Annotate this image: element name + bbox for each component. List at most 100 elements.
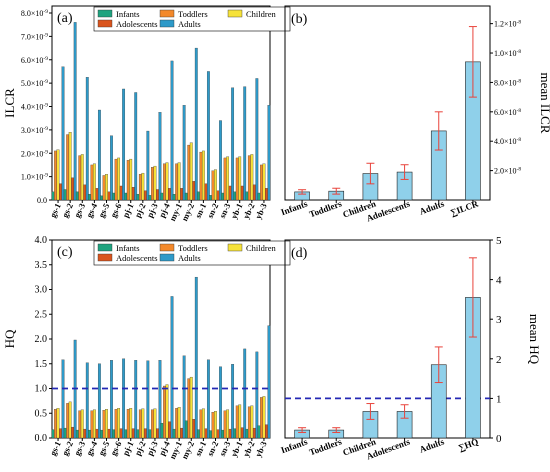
bar-toddlers-gs-6 — [114, 158, 118, 201]
bar-children-gs-3 — [80, 409, 84, 439]
bar-adolescents-pj-1 — [131, 186, 135, 201]
bar-adolescents-pj-3 — [156, 428, 159, 439]
bar-infants-sn-2 — [209, 195, 212, 201]
bar-toddlers-my-1 — [175, 163, 179, 201]
bar-toddlers-sn-1 — [199, 151, 203, 201]
bar-infants-yb-3 — [257, 192, 261, 201]
bar-adults-pj-3 — [158, 360, 162, 439]
bar-toddlers-sn-1 — [199, 409, 203, 439]
bar-adults-sn-1 — [206, 71, 210, 201]
bar-infants-gs-6 — [112, 429, 116, 439]
bar-infants-my-1 — [172, 428, 176, 439]
x-tick-label: yb-3 — [253, 440, 269, 459]
bar-adolescents-pj-4 — [168, 421, 171, 439]
bar-toddlers-pj-1 — [126, 160, 130, 201]
bar-adolescents-sn-2 — [216, 429, 220, 439]
bar-adolescents-gs-6 — [119, 185, 123, 201]
y-axis-label: HQ — [2, 329, 17, 348]
bar-infants-gs-2 — [63, 427, 67, 439]
bar-adolescents-gs-2 — [71, 426, 75, 439]
bar-infants-sn-3 — [221, 192, 225, 201]
bar-infants-pj-2 — [136, 194, 140, 201]
y-tick-label: 0.5 — [35, 408, 48, 419]
y-tick-label: 5 — [496, 235, 502, 247]
legend-swatch-adolescents — [97, 253, 113, 262]
bar-toddlers-gs-3 — [78, 155, 82, 201]
bar-toddlers-gs-4 — [90, 164, 94, 201]
legend-box — [93, 6, 291, 32]
bar-adults-pj-1 — [134, 360, 138, 439]
bar-children-sn-1 — [201, 150, 205, 201]
bar-toddlers-pj-4 — [163, 163, 166, 201]
bar-infants-gs-3 — [75, 191, 79, 201]
legend-label-children: Children — [246, 243, 276, 253]
bar-toddlers-my-2 — [187, 144, 191, 201]
bar-adults-sn-1 — [206, 359, 210, 439]
bar-infants-pj-1 — [124, 192, 128, 201]
y-tick-label: 1 — [496, 393, 502, 405]
bar-toddlers-gs-4 — [90, 410, 94, 439]
bar-adolescents-my-1 — [180, 427, 184, 439]
bar-children-sn-3 — [226, 409, 230, 439]
bar-adolescents-my-2 — [192, 419, 196, 439]
bar-adults-my-2 — [194, 47, 198, 201]
bar-infants-gs-3 — [75, 429, 79, 439]
x-tick-label: Toddlers — [308, 198, 344, 219]
bar-children-pj-1 — [129, 158, 133, 201]
bar-infants-pj-4 — [160, 422, 164, 439]
y-tick-label: 2.0×10-9 — [21, 149, 48, 158]
bar-adults-pj-4 — [170, 296, 174, 439]
bar-children-sn-3 — [226, 156, 230, 201]
bar-infants-gs-6 — [112, 192, 116, 201]
panel-c-hq-by-site: 0.00.51.01.52.02.53.03.54.0HQgs-1gs-2gs-… — [2, 235, 291, 461]
bar-adolescents-pj-3 — [156, 189, 159, 201]
panel-a-ilcr-by-site: 0.0 1.0×10-9 2.0×10-9 3.0×10-9 4.0×10-9 5.0×1… — [2, 5, 291, 223]
legend-swatch-infants — [97, 243, 113, 252]
bar-adolescents-yb-3 — [265, 188, 268, 201]
bar-adolescents-gs-1 — [59, 183, 62, 201]
bar-children-pj-4 — [165, 162, 169, 201]
bar-children-gs-6 — [117, 157, 121, 201]
x-tick-label: Infants — [279, 436, 309, 455]
legend-label-adolescents: Adolescents — [116, 19, 158, 29]
bar-adults-pj-1 — [134, 92, 138, 201]
bar-toddlers-pj-3 — [151, 409, 154, 439]
bar-adolescents-yb-1 — [240, 427, 244, 439]
bar-infants-yb-2 — [245, 191, 249, 201]
bar-adults-my-2 — [194, 276, 198, 439]
bar-adults-sn-2 — [219, 366, 222, 439]
bar-infants-yb-1 — [233, 191, 237, 201]
bar-adults-sn-3 — [231, 87, 235, 201]
bar-children-gs-1 — [56, 149, 60, 201]
legend-label-infants: Infants — [116, 9, 140, 19]
bar-adolescents-my-1 — [180, 188, 184, 201]
y-axis-label: mean HQ — [527, 314, 542, 365]
bar-toddlers-sn-3 — [223, 157, 227, 201]
bar-toddlers-pj-1 — [126, 409, 130, 439]
legend-label-infants: Infants — [116, 243, 140, 253]
y-tick-label: 4.0×10-8 — [494, 137, 521, 146]
bar-adults-my-1 — [182, 105, 186, 201]
y-tick-label: 3.0×10-9 — [21, 126, 48, 135]
bar-adults-gs-5 — [110, 360, 113, 439]
bar-adults-gs-4 — [97, 109, 101, 201]
x-tick-label: pj-3 — [145, 440, 160, 457]
bar-children-gs-2 — [68, 401, 72, 439]
bar-children-gs-1 — [56, 408, 60, 439]
bar-toddlers-gs-1 — [54, 409, 57, 439]
bar-children-yb-2 — [250, 154, 254, 201]
bar-adults-sn-3 — [231, 364, 235, 439]
x-tick-label: Toddlers — [308, 436, 344, 457]
bar-adults-gs-4 — [97, 363, 101, 439]
x-tick-label: gs-6 — [108, 440, 123, 457]
bar-adults-gs-3 — [85, 362, 89, 439]
bar-children-pj-3 — [153, 165, 157, 201]
bar-children-my-2 — [189, 376, 193, 439]
y-tick-label: 3 — [496, 314, 502, 326]
x-tick-label: yb-3 — [253, 202, 269, 221]
y-tick-label: 3.5 — [35, 260, 48, 271]
bar-infants-sn-3 — [221, 429, 225, 439]
x-tick-label: pj-3 — [145, 202, 160, 219]
y-tick-label: 3.0 — [35, 285, 48, 296]
